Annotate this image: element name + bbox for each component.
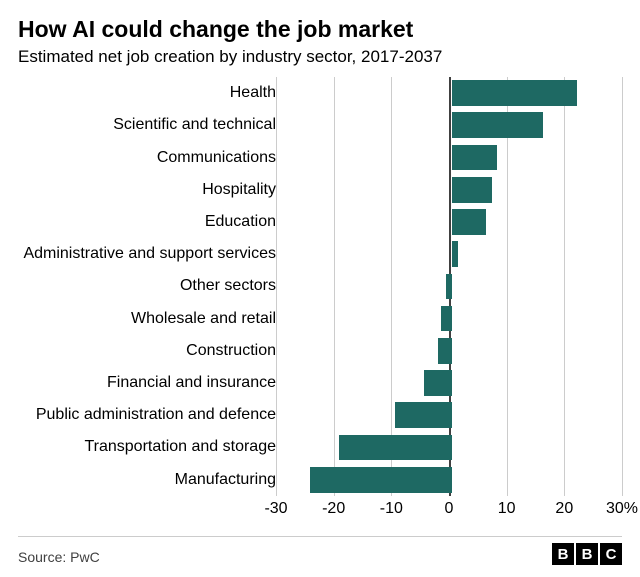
data-bar (452, 209, 486, 235)
row-plot (282, 270, 622, 302)
category-label: Other sectors (18, 277, 282, 295)
chart-row: Public administration and defence (18, 399, 622, 431)
data-bar (452, 112, 543, 138)
chart-row: Other sectors (18, 270, 622, 302)
source-label: Source: PwC (18, 549, 100, 565)
category-label: Construction (18, 342, 282, 360)
chart-row: Scientific and technical (18, 109, 622, 141)
category-label: Wholesale and retail (18, 310, 282, 328)
x-tick-label: -20 (322, 500, 345, 518)
x-tick-label: 30% (606, 500, 638, 518)
row-plot (282, 109, 622, 141)
x-tick-label: 20 (555, 500, 573, 518)
chart-row: Wholesale and retail (18, 303, 622, 335)
row-plot (282, 238, 622, 270)
data-bar (438, 338, 452, 364)
category-label: Administrative and support services (18, 245, 282, 263)
data-bar (395, 402, 452, 428)
category-label: Financial and insurance (18, 374, 282, 392)
x-tick-label: 10 (498, 500, 516, 518)
x-tick-label: -10 (380, 500, 403, 518)
logo-letter: C (600, 543, 622, 565)
category-label: Transportation and storage (18, 438, 282, 456)
category-label: Health (18, 84, 282, 102)
chart-footer: Source: PwC BBC (18, 536, 622, 565)
category-label: Scientific and technical (18, 116, 282, 134)
data-bar (424, 370, 452, 396)
row-plot (282, 77, 622, 109)
row-plot (282, 399, 622, 431)
row-plot (282, 141, 622, 173)
data-bar (452, 145, 497, 171)
chart-area: -30-20-100102030%HealthScientific and te… (18, 77, 622, 528)
row-plot (282, 206, 622, 238)
bbc-logo: BBC (552, 543, 622, 565)
gridline (622, 77, 623, 496)
data-bar (441, 306, 452, 332)
data-bar (339, 435, 452, 461)
data-bar (310, 467, 452, 493)
chart-row: Financial and insurance (18, 367, 622, 399)
data-bar (452, 241, 458, 267)
category-label: Manufacturing (18, 471, 282, 489)
data-bar (446, 274, 452, 300)
category-label: Public administration and defence (18, 406, 282, 424)
x-tick-label: -30 (264, 500, 287, 518)
row-plot (282, 367, 622, 399)
bar-chart: -30-20-100102030%HealthScientific and te… (18, 77, 622, 528)
chart-row: Health (18, 77, 622, 109)
chart-title: How AI could change the job market (18, 16, 622, 43)
chart-row: Administrative and support services (18, 238, 622, 270)
chart-row: Construction (18, 335, 622, 367)
chart-frame: How AI could change the job market Estim… (0, 0, 640, 577)
data-bar (452, 177, 492, 203)
logo-letter: B (576, 543, 598, 565)
x-tick-label: 0 (445, 500, 454, 518)
category-label: Hospitality (18, 181, 282, 199)
category-label: Education (18, 213, 282, 231)
chart-row: Education (18, 206, 622, 238)
row-plot (282, 335, 622, 367)
category-label: Communications (18, 149, 282, 167)
row-plot (282, 464, 622, 496)
chart-row: Hospitality (18, 174, 622, 206)
row-plot (282, 303, 622, 335)
chart-subtitle: Estimated net job creation by industry s… (18, 47, 622, 67)
row-plot (282, 174, 622, 206)
row-plot (282, 431, 622, 463)
chart-row: Transportation and storage (18, 431, 622, 463)
logo-letter: B (552, 543, 574, 565)
chart-row: Manufacturing (18, 464, 622, 496)
chart-row: Communications (18, 141, 622, 173)
data-bar (452, 80, 577, 106)
